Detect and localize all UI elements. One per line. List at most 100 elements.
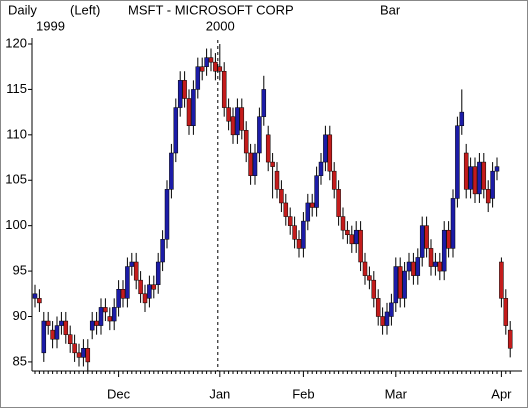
candle-body bbox=[120, 289, 126, 299]
candle-body bbox=[393, 266, 399, 304]
candle-body bbox=[63, 320, 69, 335]
candle-body bbox=[323, 134, 328, 163]
y-tick-label: 95 bbox=[13, 263, 27, 278]
x-tick-label: Mar bbox=[385, 386, 408, 401]
y-tick-label: 90 bbox=[13, 308, 27, 323]
candle-body bbox=[257, 116, 262, 154]
candle-body bbox=[279, 189, 284, 204]
candle-body bbox=[37, 298, 42, 304]
candle-body bbox=[428, 248, 434, 267]
candle-body bbox=[67, 334, 73, 344]
candle-body bbox=[195, 66, 201, 90]
candle-body bbox=[239, 107, 245, 131]
candle-body bbox=[450, 198, 456, 249]
candle-body bbox=[380, 316, 385, 326]
candle-body bbox=[349, 234, 355, 245]
candle-body bbox=[151, 284, 157, 290]
candle-body bbox=[296, 239, 302, 249]
year-label: 2000 bbox=[206, 18, 235, 33]
candle-body bbox=[147, 284, 152, 299]
candle-body bbox=[274, 170, 280, 190]
candle-body bbox=[85, 348, 91, 363]
candle-body bbox=[463, 152, 469, 190]
candle-body bbox=[107, 316, 113, 322]
candle-body bbox=[371, 279, 377, 299]
candle-body bbox=[182, 80, 187, 99]
y-tick-label: 120 bbox=[5, 35, 27, 50]
candle-body bbox=[481, 161, 487, 190]
candle-body bbox=[503, 298, 509, 326]
candle-body bbox=[389, 302, 394, 317]
header-text: Daily bbox=[8, 2, 37, 17]
y-tick-label: 100 bbox=[5, 217, 27, 232]
candle-body bbox=[362, 261, 368, 276]
candle-body bbox=[384, 311, 390, 326]
candle-body bbox=[173, 107, 179, 154]
candle-body bbox=[437, 261, 443, 272]
candle-body bbox=[270, 161, 275, 167]
candle-body bbox=[199, 66, 205, 72]
candle-body bbox=[111, 307, 117, 322]
candle-body bbox=[375, 298, 381, 317]
candle-body bbox=[72, 343, 77, 354]
candle-body bbox=[345, 229, 350, 235]
candle-body bbox=[177, 80, 183, 108]
candle-body bbox=[402, 270, 407, 299]
candle-body bbox=[397, 266, 403, 299]
x-tick-label: Jan bbox=[209, 386, 230, 401]
candle-body bbox=[230, 116, 236, 136]
candle-body bbox=[433, 261, 438, 267]
x-tick-label: Dec bbox=[107, 386, 131, 401]
candle-body bbox=[89, 320, 95, 331]
candle-body bbox=[358, 229, 363, 263]
candle-body bbox=[336, 189, 341, 217]
candle-body bbox=[50, 329, 55, 340]
candle-body bbox=[327, 134, 333, 172]
candle-body bbox=[309, 202, 315, 208]
candle-body bbox=[94, 320, 99, 326]
y-tick-label: 110 bbox=[6, 126, 27, 141]
candle-body bbox=[142, 293, 148, 304]
candle-body bbox=[292, 225, 297, 240]
candle-body bbox=[164, 189, 170, 240]
candle-body bbox=[248, 152, 253, 176]
y-tick-label: 105 bbox=[5, 172, 27, 187]
candle-body bbox=[283, 202, 289, 217]
candle-body bbox=[424, 225, 429, 249]
candle-body bbox=[331, 170, 337, 190]
candle-body bbox=[477, 161, 482, 195]
header-text: (Left) bbox=[70, 2, 100, 17]
candle-body bbox=[204, 57, 209, 67]
candle-body bbox=[446, 229, 451, 249]
candle-body bbox=[41, 320, 47, 354]
candle-body bbox=[129, 261, 135, 267]
candle-body bbox=[217, 66, 223, 72]
candle-body bbox=[243, 130, 249, 154]
candle-body bbox=[155, 261, 161, 285]
candle-body bbox=[314, 175, 319, 208]
candle-body bbox=[54, 325, 60, 340]
candle-body bbox=[305, 202, 311, 222]
candle-body bbox=[81, 348, 86, 358]
candle-body bbox=[472, 166, 478, 195]
candle-body bbox=[208, 57, 214, 63]
candle-body bbox=[485, 189, 491, 204]
candle-body bbox=[455, 125, 460, 199]
candle-body bbox=[499, 261, 504, 299]
x-tick-label: Feb bbox=[292, 386, 314, 401]
candle-body bbox=[406, 261, 412, 272]
candle-body bbox=[125, 266, 130, 299]
candle-body bbox=[226, 107, 231, 122]
candle-body bbox=[213, 61, 218, 72]
candle-body bbox=[411, 261, 416, 276]
candle-body bbox=[441, 229, 447, 272]
candle-body bbox=[133, 261, 139, 281]
candle-body bbox=[116, 289, 121, 308]
candle-body bbox=[160, 239, 165, 263]
candle-body bbox=[103, 307, 108, 313]
y-tick-label: 115 bbox=[6, 81, 27, 96]
candle-body bbox=[261, 89, 267, 117]
header-text: MSFT - MICROSOFT CORP bbox=[128, 2, 294, 17]
